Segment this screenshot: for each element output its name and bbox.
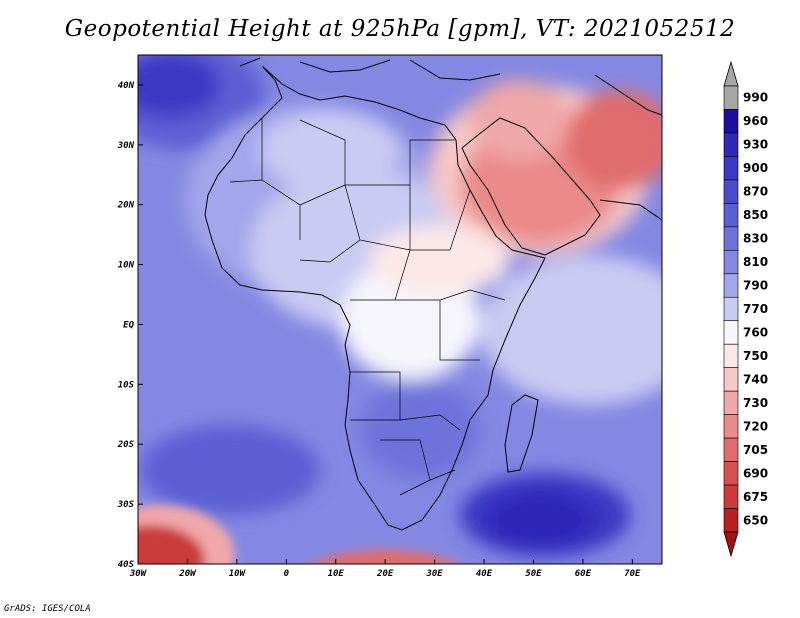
colorbar-swatch bbox=[723, 343, 739, 368]
lon-tick-label: 40E bbox=[476, 569, 493, 579]
lat-tick-label: 30N bbox=[117, 141, 135, 151]
colorbar-swatch bbox=[723, 203, 739, 228]
colorbar-top-arrow bbox=[723, 60, 739, 87]
colorbar-label: 790 bbox=[743, 279, 768, 293]
colorbar-swatch bbox=[723, 414, 739, 439]
colorbar-swatch bbox=[723, 85, 739, 110]
colorbar-label: 675 bbox=[743, 490, 768, 504]
colorbar-label: 650 bbox=[743, 513, 768, 527]
colorbar-bottom-arrow bbox=[723, 531, 739, 558]
colorbar-label: 900 bbox=[743, 161, 768, 175]
lat-tick-label: 10N bbox=[118, 261, 135, 271]
colorbar-swatch bbox=[723, 390, 739, 415]
colorbar-swatch bbox=[723, 320, 739, 345]
lon-tick-label: 50E bbox=[525, 569, 542, 579]
lon-tick-label: 0 bbox=[284, 569, 290, 579]
lon-tick-label: 10W bbox=[229, 569, 247, 579]
lon-tick-label: 70E bbox=[624, 569, 641, 579]
colorbar: 990 960 930 900 870 850 830 810 790 770 760 750 740 7… bbox=[723, 60, 768, 558]
colorbar-swatch bbox=[723, 296, 739, 322]
colorbar-swatch bbox=[723, 484, 739, 509]
colorbar-swatch bbox=[723, 461, 739, 486]
lat-tick-label: 10S bbox=[118, 380, 135, 390]
colorbar-label: 750 bbox=[743, 349, 768, 363]
latitude-axis: 40N 30N 20N 10N EQ 10S 20S 30S 40S bbox=[117, 81, 143, 570]
colorbar-label: 760 bbox=[743, 325, 768, 339]
colorbar-label: 730 bbox=[743, 396, 768, 410]
lon-tick-label: 20W bbox=[178, 569, 197, 579]
colorbar-label: 770 bbox=[743, 302, 768, 316]
colorbar-label: 690 bbox=[743, 466, 768, 480]
colorbar-label: 930 bbox=[743, 138, 768, 152]
coastlines bbox=[204, 57, 662, 531]
colorbar-label: 705 bbox=[743, 443, 768, 457]
lat-tick-label: 40N bbox=[118, 81, 135, 91]
map-title: Geopotential Height at 925hPa [gpm], VT:… bbox=[64, 16, 736, 42]
colorbar-label: 740 bbox=[743, 372, 768, 386]
height-field bbox=[138, 55, 662, 564]
colorbar-swatch bbox=[723, 367, 739, 392]
country-borders bbox=[229, 118, 506, 496]
asia-coast bbox=[594, 74, 662, 221]
africa-coast bbox=[204, 65, 546, 531]
colorbar-swatch bbox=[723, 437, 739, 462]
colorbar-swatch bbox=[723, 226, 739, 251]
colorbar-label: 850 bbox=[743, 208, 768, 222]
colorbar-swatch bbox=[723, 508, 739, 533]
lon-tick-label: 30E bbox=[425, 569, 443, 579]
colorbar-label: 810 bbox=[743, 255, 768, 269]
europe-coast bbox=[239, 57, 501, 81]
lat-tick-label: EQ bbox=[123, 320, 134, 330]
colorbar-swatch bbox=[723, 109, 739, 134]
lat-tick-label: 30S bbox=[117, 500, 135, 510]
map-frame bbox=[137, 54, 663, 565]
colorbar-label: 990 bbox=[743, 91, 768, 105]
colorbar-label: 830 bbox=[743, 232, 768, 246]
lat-tick-label: 20N bbox=[117, 201, 135, 211]
lon-tick-label: 10E bbox=[328, 569, 345, 579]
colorbar-swatch bbox=[723, 156, 739, 181]
lat-tick-label: 40S bbox=[118, 560, 135, 570]
longitude-axis: 30W 20W 10W 0 10E 20E 30E 40E 50E 60E 70E bbox=[129, 559, 641, 579]
lat-tick-label: 20S bbox=[117, 440, 135, 450]
lon-tick-label: 30W bbox=[129, 569, 148, 579]
madagascar-coast bbox=[504, 394, 539, 473]
colorbar-swatch bbox=[723, 250, 739, 275]
colorbar-swatch bbox=[723, 132, 739, 157]
colorbar-label: 960 bbox=[743, 114, 768, 128]
colorbar-swatch bbox=[723, 179, 739, 204]
colorbar-label: 870 bbox=[743, 185, 768, 199]
border-lines bbox=[229, 118, 506, 496]
lon-tick-label: 60E bbox=[575, 569, 592, 579]
colorbar-swatch bbox=[723, 273, 739, 298]
lon-tick-label: 20E bbox=[376, 569, 394, 579]
arabia-coast bbox=[461, 117, 601, 256]
colorbar-label: 720 bbox=[743, 419, 768, 433]
grads-credit: GrADS: IGES/COLA bbox=[4, 604, 91, 614]
